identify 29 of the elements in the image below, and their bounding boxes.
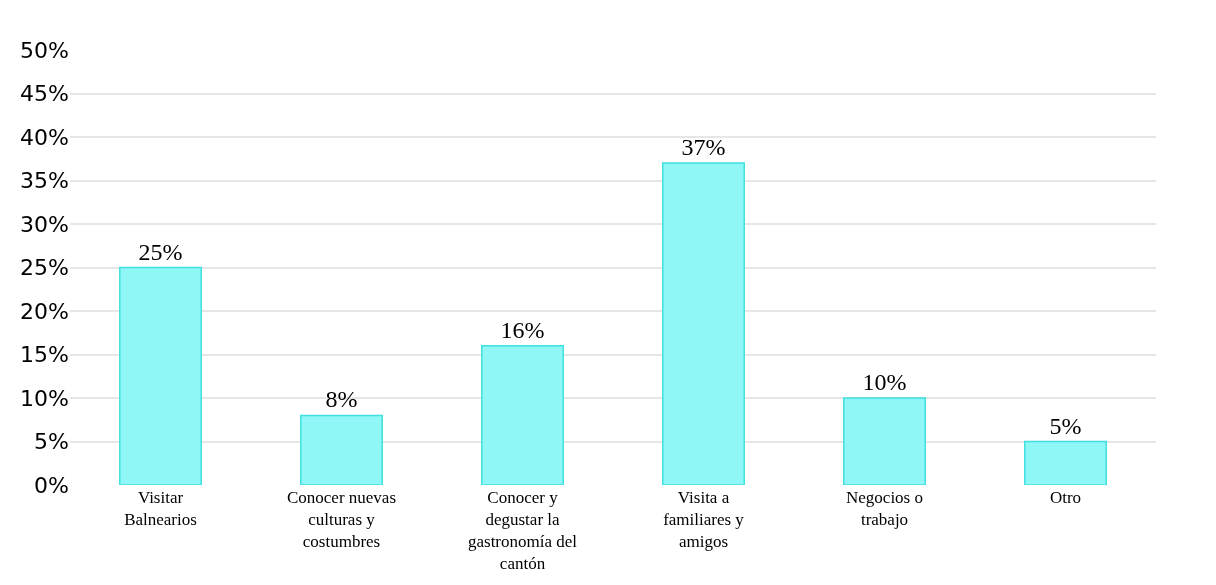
y-tick-label: 50% [20, 37, 69, 63]
data-label: 5% [1049, 412, 1082, 439]
y-tick-label: 35% [20, 168, 69, 194]
y-tick-label: 45% [20, 81, 69, 107]
data-label: 16% [500, 316, 545, 343]
x-tick-label: Visitar Balnearios [124, 488, 197, 530]
x-tick-label: Visita a familiares y amigos [663, 488, 745, 552]
data-label: 8% [325, 386, 358, 413]
data-label: 25% [138, 238, 183, 265]
x-tick-label: Conocer nuevas culturas y costumbres [286, 488, 397, 552]
bar [481, 345, 564, 485]
y-tick-label: 5% [34, 429, 69, 455]
x-tick-label: Otro [1049, 488, 1082, 507]
x-tick-label: Conocer y degustar la gastronomía del cantón [467, 488, 578, 574]
y-tick-label: 15% [20, 342, 69, 368]
x-tick-label: Negocios o trabajo [846, 488, 923, 530]
bar [300, 414, 383, 485]
y-tick-label: 30% [20, 211, 69, 237]
bar [662, 162, 745, 485]
y-tick-label: 0% [34, 472, 69, 498]
bar [843, 397, 926, 485]
bar [1024, 440, 1107, 485]
y-tick-label: 10% [20, 385, 69, 411]
data-label: 10% [862, 369, 907, 395]
bar [119, 266, 202, 485]
data-label: 37% [681, 134, 726, 161]
y-tick-label: 20% [20, 298, 69, 324]
y-tick-label: 40% [20, 124, 69, 150]
y-tick-label: 25% [20, 255, 69, 281]
